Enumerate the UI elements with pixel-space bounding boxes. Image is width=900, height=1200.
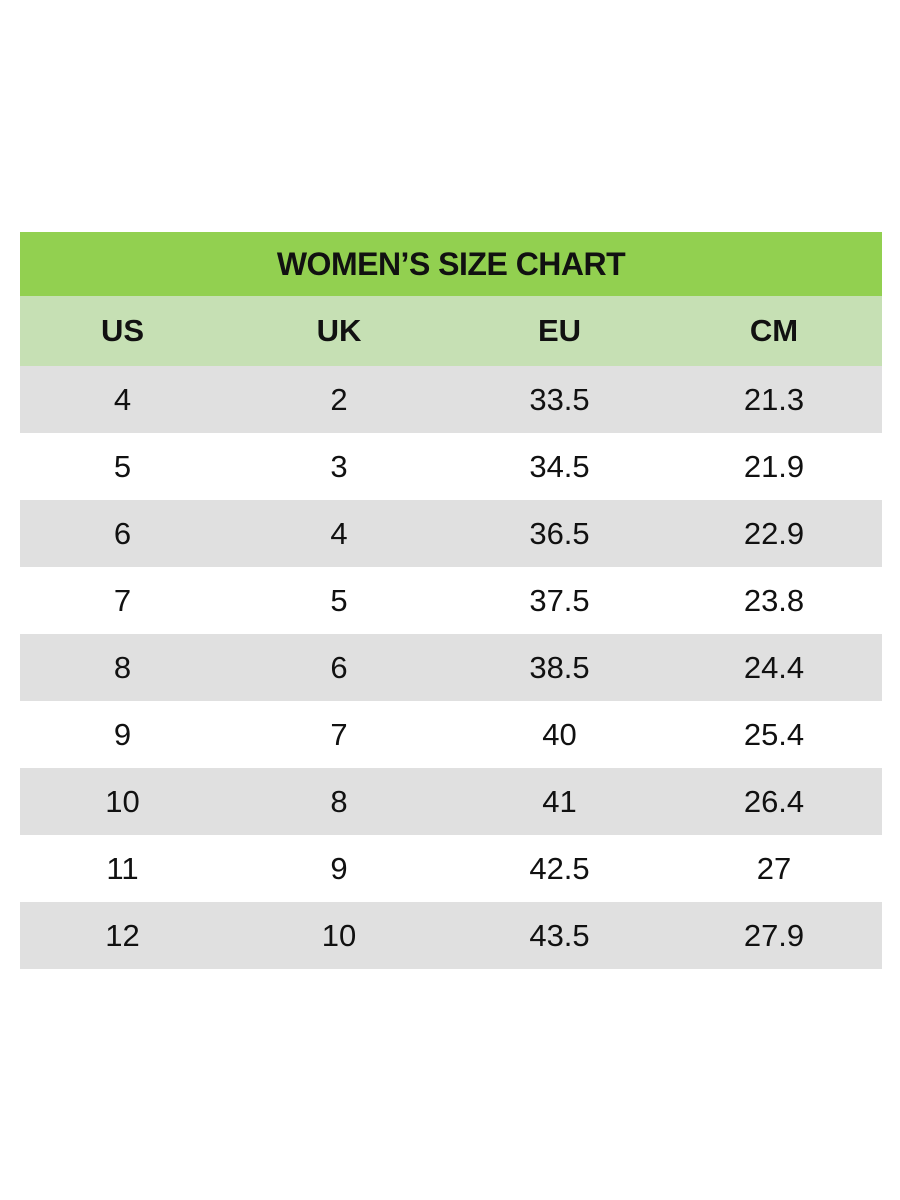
cell-eu: 42.5 xyxy=(529,850,590,886)
title-row: WOMEN’S SIZE CHART xyxy=(20,232,883,296)
cell-cm: 23.8 xyxy=(743,582,805,618)
size-chart-table: WOMEN’S SIZE CHART US UK EU CM 4 2 33.5 … xyxy=(20,232,883,969)
column-header-cm: CM xyxy=(749,313,799,348)
cell-uk: 7 xyxy=(330,716,348,752)
size-chart-head: WOMEN’S SIZE CHART US UK EU CM xyxy=(20,232,883,366)
cell-uk: 4 xyxy=(330,515,348,551)
table-row: 8 6 38.5 24.4 xyxy=(20,634,883,701)
cell-us: 6 xyxy=(113,515,132,551)
cell-uk: 6 xyxy=(330,649,348,685)
cell-eu: 33.5 xyxy=(529,381,590,417)
cell-cm: 21.3 xyxy=(743,381,805,417)
cell-uk: 5 xyxy=(330,582,348,618)
cell-eu: 40 xyxy=(542,716,577,752)
cell-cm: 21.9 xyxy=(743,448,805,484)
column-header-us: US xyxy=(100,313,145,348)
cell-uk: 8 xyxy=(330,783,348,819)
cell-us: 5 xyxy=(113,448,132,484)
column-header-row: US UK EU CM xyxy=(20,296,883,366)
column-header-uk: UK xyxy=(316,313,362,348)
cell-us: 7 xyxy=(113,582,132,618)
table-row: 12 10 43.5 27.9 xyxy=(20,902,883,969)
cell-eu: 38.5 xyxy=(529,649,590,685)
cell-eu: 36.5 xyxy=(529,515,590,551)
column-header-eu: EU xyxy=(537,313,582,348)
cell-us: 10 xyxy=(105,783,140,819)
cell-us: 9 xyxy=(113,716,132,752)
cell-us: 11 xyxy=(106,850,139,886)
cell-uk: 3 xyxy=(330,448,348,484)
cell-cm: 27.9 xyxy=(743,917,805,953)
chart-title: WOMEN’S SIZE CHART xyxy=(276,245,626,282)
cell-eu: 41 xyxy=(542,783,577,819)
cell-us: 4 xyxy=(113,381,132,417)
cell-us: 8 xyxy=(113,649,132,685)
cell-cm: 26.4 xyxy=(743,783,805,819)
table-row: 7 5 37.5 23.8 xyxy=(20,567,882,634)
table-row: 9 7 40 25.4 xyxy=(20,701,882,768)
cell-eu: 37.5 xyxy=(529,582,590,618)
cell-eu: 34.5 xyxy=(529,448,590,484)
table-row: 10 8 41 26.4 xyxy=(20,768,883,835)
cell-eu: 43.5 xyxy=(529,917,590,953)
cell-uk: 9 xyxy=(330,850,348,886)
cell-uk: 10 xyxy=(321,917,357,953)
cell-us: 12 xyxy=(105,917,140,953)
table-row: 5 3 34.5 21.9 xyxy=(20,433,882,500)
cell-cm: 24.4 xyxy=(743,649,805,685)
table-row: 6 4 36.5 22.9 xyxy=(20,500,883,567)
cell-cm: 22.9 xyxy=(743,515,805,551)
cell-cm: 27 xyxy=(756,850,792,886)
table-row: 11 9 42.5 27 xyxy=(20,835,882,902)
cell-cm: 25.4 xyxy=(743,716,805,752)
cell-uk: 2 xyxy=(330,381,348,417)
size-chart-body: 4 2 33.5 21.3 5 3 34.5 21.9 6 4 36.5 22.… xyxy=(20,366,883,969)
table-row: 4 2 33.5 21.3 xyxy=(20,366,883,433)
